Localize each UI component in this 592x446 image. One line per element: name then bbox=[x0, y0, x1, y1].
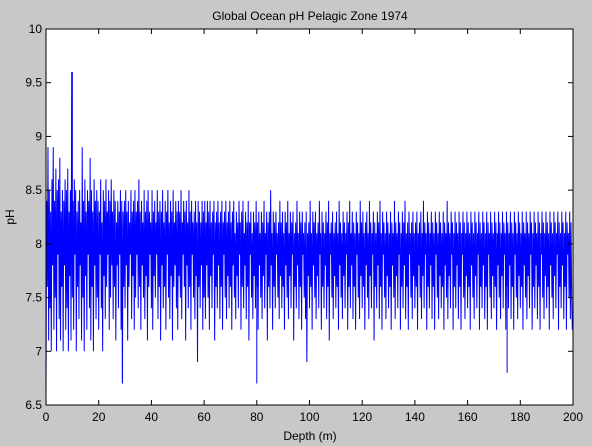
y-tick-label: 7.5 bbox=[25, 291, 42, 305]
y-tick-label: 7 bbox=[35, 344, 42, 358]
y-tick-label: 9 bbox=[35, 129, 42, 143]
x-tick-label: 40 bbox=[145, 410, 159, 424]
y-tick-label: 8 bbox=[35, 237, 42, 251]
x-axis-label: Depth (m) bbox=[283, 429, 336, 443]
y-tick-label: 10 bbox=[29, 22, 43, 36]
y-tick-label: 8.5 bbox=[25, 183, 42, 197]
chart-title: Global Ocean pH Pelagic Zone 1974 bbox=[212, 9, 408, 23]
series-layer bbox=[45, 71, 574, 395]
x-tick-label: 20 bbox=[92, 410, 106, 424]
x-tick-label: 180 bbox=[510, 410, 530, 424]
y-tick-label: 6.5 bbox=[25, 398, 42, 412]
x-axis-ticks: 0 20 40 60 80 100 120 140 160 180 200 bbox=[43, 29, 583, 424]
x-tick-label: 200 bbox=[563, 410, 583, 424]
plot-area bbox=[46, 29, 573, 405]
x-tick-label: 120 bbox=[352, 410, 372, 424]
y-axis-ticks: 6.5 7 7.5 8 8.5 9 9.5 10 bbox=[25, 22, 573, 412]
x-tick-label: 60 bbox=[197, 410, 211, 424]
x-tick-label: 100 bbox=[299, 410, 319, 424]
x-tick-label: 0 bbox=[43, 410, 50, 424]
x-tick-label: 80 bbox=[250, 410, 264, 424]
y-tick-label: 9.5 bbox=[25, 76, 42, 90]
y-axis-label: pH bbox=[3, 209, 17, 224]
x-tick-label: 140 bbox=[405, 410, 425, 424]
x-tick-label: 160 bbox=[458, 410, 478, 424]
series-line-0 bbox=[45, 71, 574, 395]
